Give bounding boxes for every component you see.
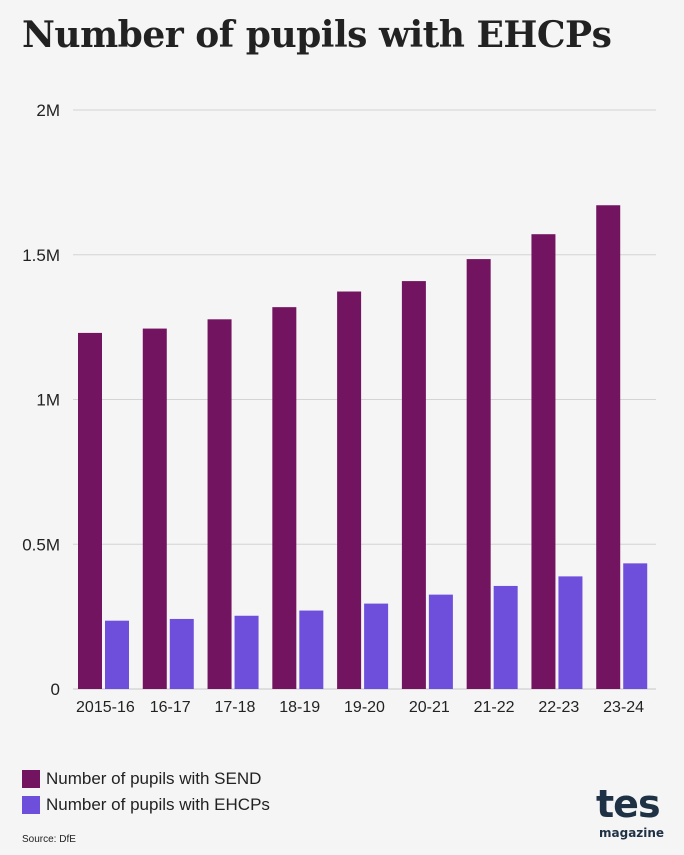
- y-tick-label: 1M: [36, 391, 60, 410]
- bar-ehcp: [105, 620, 129, 689]
- legend-item-send: Number of pupils with SEND: [22, 766, 270, 792]
- legend: Number of pupils with SEND Number of pup…: [22, 766, 270, 818]
- x-tick-label: 18-19: [279, 699, 320, 716]
- x-tick-label: 21-22: [474, 699, 515, 716]
- bar-send: [531, 234, 556, 689]
- bar-send: [142, 328, 167, 689]
- x-tick-label: 22-23: [538, 699, 579, 716]
- x-tick-label: 23-24: [603, 699, 644, 716]
- x-tick-label: 19-20: [344, 699, 385, 716]
- bar-ehcp: [558, 576, 583, 689]
- bar-send: [272, 307, 297, 689]
- y-tick-label: 0: [51, 680, 60, 699]
- bar-send: [466, 259, 491, 689]
- bar-ehcp: [623, 563, 648, 689]
- bar-send: [337, 291, 362, 689]
- bar-ehcp: [169, 618, 194, 689]
- x-tick-label: 16-17: [150, 699, 191, 716]
- source-note: Source: DfE: [22, 834, 76, 845]
- logo-wordmark: tes: [596, 782, 661, 826]
- logo-subtitle: magazine: [599, 826, 665, 840]
- tes-magazine-logo: tes magazine: [596, 782, 672, 850]
- bar-ehcp: [428, 594, 453, 689]
- y-tick-label: 0.5M: [22, 535, 60, 554]
- y-tick-label: 2M: [36, 101, 60, 120]
- chart-title: Number of pupils with EHCPs: [22, 14, 612, 56]
- bar-ehcp: [299, 610, 324, 689]
- legend-label-ehcp: Number of pupils with EHCPs: [46, 795, 270, 814]
- bar-ehcp: [234, 615, 259, 689]
- x-tick-label: 2015-16: [76, 699, 135, 716]
- x-tick-label: 17-18: [214, 699, 255, 716]
- bar-send: [207, 319, 232, 689]
- bar-ehcp: [364, 603, 389, 689]
- legend-swatch-ehcp: [22, 796, 40, 814]
- legend-label-send: Number of pupils with SEND: [46, 769, 262, 788]
- bar-send: [401, 281, 426, 689]
- bar-send: [78, 332, 102, 689]
- legend-item-ehcp: Number of pupils with EHCPs: [22, 792, 270, 818]
- x-tick-label: 20-21: [409, 699, 450, 716]
- legend-swatch-send: [22, 770, 40, 788]
- bar-ehcp: [493, 585, 518, 689]
- bar-chart: 0 0.5M 1M 1.5M 2M 2015-16 16-17 17-18 18-19 19-20…: [22, 101, 656, 716]
- y-tick-label: 1.5M: [22, 246, 60, 265]
- bar-send: [596, 205, 621, 690]
